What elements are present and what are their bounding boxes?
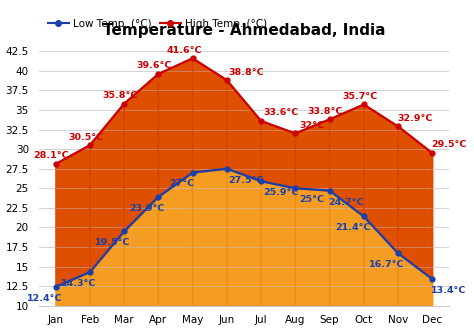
Text: 25.9°C: 25.9°C [263, 188, 298, 197]
Polygon shape [124, 74, 158, 231]
Text: 13.4°C: 13.4°C [431, 286, 466, 295]
Text: 21.4°C: 21.4°C [335, 223, 371, 232]
Polygon shape [192, 169, 227, 306]
Text: 29.5°C: 29.5°C [431, 140, 466, 150]
Text: 33.8°C: 33.8°C [308, 107, 343, 116]
Polygon shape [227, 169, 261, 306]
Text: 14.3°C: 14.3°C [61, 279, 97, 288]
Text: 38.8°C: 38.8°C [228, 68, 264, 77]
Legend: Low Temp. (°C), High Temp. (°C): Low Temp. (°C), High Temp. (°C) [44, 15, 271, 33]
Text: 24.7°C: 24.7°C [328, 198, 364, 207]
Polygon shape [158, 58, 192, 197]
Polygon shape [227, 80, 261, 181]
Polygon shape [295, 188, 329, 306]
Polygon shape [124, 197, 158, 306]
Text: 19.5°C: 19.5°C [95, 238, 131, 247]
Text: 39.6°C: 39.6°C [137, 61, 172, 71]
Text: 27°C: 27°C [169, 179, 194, 188]
Polygon shape [329, 191, 364, 306]
Text: 35.7°C: 35.7°C [342, 92, 377, 101]
Text: 25°C: 25°C [300, 195, 325, 204]
Polygon shape [261, 121, 295, 188]
Polygon shape [329, 105, 364, 216]
Polygon shape [295, 119, 329, 191]
Title: Temperature - Ahmedabad, India: Temperature - Ahmedabad, India [103, 23, 385, 38]
Polygon shape [398, 126, 432, 279]
Polygon shape [364, 105, 398, 253]
Polygon shape [261, 181, 295, 306]
Text: 16.7°C: 16.7°C [369, 260, 405, 269]
Polygon shape [55, 272, 90, 306]
Text: 35.8°C: 35.8°C [102, 91, 137, 100]
Text: 23.9°C: 23.9°C [129, 204, 165, 213]
Polygon shape [55, 145, 90, 287]
Text: 41.6°C: 41.6°C [166, 46, 202, 55]
Polygon shape [192, 58, 227, 172]
Text: 33.6°C: 33.6°C [263, 108, 298, 118]
Text: 32°C: 32°C [300, 121, 325, 130]
Polygon shape [158, 172, 192, 306]
Text: 27.5°C: 27.5°C [228, 175, 264, 185]
Text: 12.4°C: 12.4°C [27, 294, 62, 303]
Polygon shape [90, 104, 124, 272]
Polygon shape [398, 253, 432, 306]
Text: 30.5°C: 30.5°C [68, 133, 103, 142]
Polygon shape [364, 216, 398, 306]
Text: 32.9°C: 32.9°C [397, 114, 432, 123]
Polygon shape [90, 231, 124, 306]
Text: 28.1°C: 28.1°C [34, 152, 69, 161]
